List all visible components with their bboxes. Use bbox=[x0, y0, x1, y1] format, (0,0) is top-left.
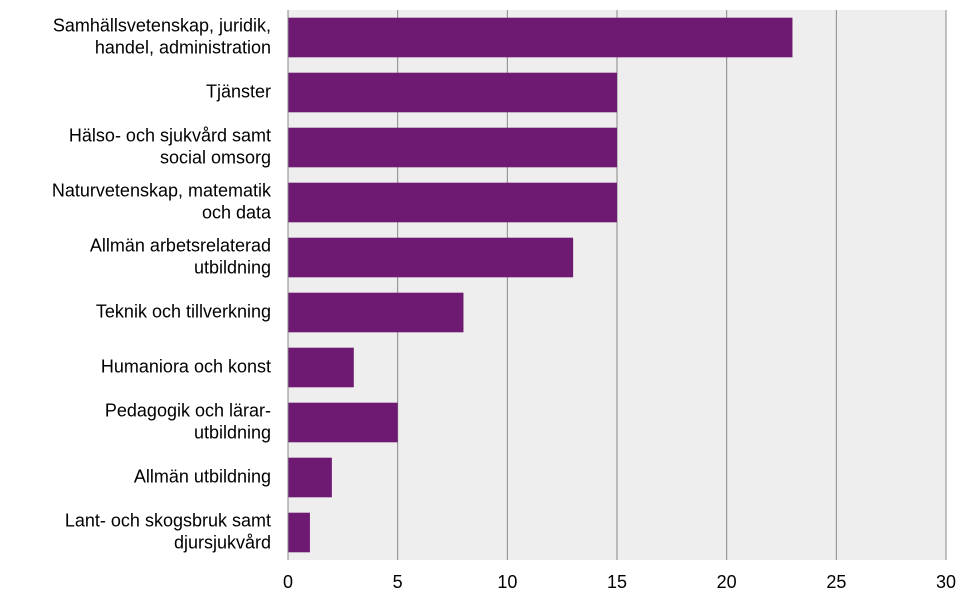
category-label-line: Lant- och skogsbruk samt bbox=[65, 510, 271, 530]
bar bbox=[288, 17, 793, 58]
category-label-line: Teknik och tillverkning bbox=[96, 301, 271, 321]
bar bbox=[288, 292, 464, 333]
x-tick-label: 30 bbox=[936, 572, 956, 592]
category-label: Teknik och tillverkning bbox=[96, 301, 271, 321]
category-label: Allmän arbetsrelaterad utbildning bbox=[90, 235, 271, 277]
category-label-line: Allmän arbetsrelaterad bbox=[90, 235, 271, 255]
category-label-line: Humaniora och konst bbox=[101, 356, 271, 376]
category-label: Naturvetenskap, matematik och data bbox=[52, 180, 272, 222]
bar bbox=[288, 457, 332, 498]
category-label-line: Naturvetenskap, matematik bbox=[52, 180, 272, 200]
bar bbox=[288, 127, 617, 168]
bars bbox=[288, 17, 793, 553]
category-label-line: utbildning bbox=[194, 422, 271, 442]
category-label: Hälso- och sjukvård samt social omsorg bbox=[69, 125, 271, 167]
x-tick-label: 20 bbox=[717, 572, 737, 592]
category-label: Allmän utbildning bbox=[134, 466, 271, 486]
bar bbox=[288, 72, 617, 113]
category-label: Humaniora och konst bbox=[101, 356, 271, 376]
category-label: Samhällsvetenskap, juridik, handel, admin… bbox=[53, 15, 271, 57]
category-label-line: Hälso- och sjukvård samt bbox=[69, 125, 271, 145]
x-tick-label: 10 bbox=[497, 572, 517, 592]
category-label-line: Allmän utbildning bbox=[134, 466, 271, 486]
x-tick-label: 15 bbox=[607, 572, 627, 592]
category-label: Lant- och skogsbruk samt djursjukvård bbox=[65, 510, 271, 552]
category-label: Tjänster bbox=[206, 81, 271, 101]
category-label-line: Samhällsvetenskap, juridik, bbox=[53, 15, 271, 35]
category-label-line: social omsorg bbox=[160, 147, 271, 167]
bar bbox=[288, 347, 354, 388]
x-axis-tick-labels: 0 5 10 15 20 25 30 bbox=[283, 572, 956, 592]
category-labels: Samhällsvetenskap, juridik, handel, admin… bbox=[52, 15, 272, 552]
category-label-line: djursjukvård bbox=[174, 532, 271, 552]
category-label-line: och data bbox=[202, 202, 272, 222]
category-label-line: Tjänster bbox=[206, 81, 271, 101]
bar bbox=[288, 512, 310, 553]
category-label-line: Pedagogik och lärar- bbox=[105, 400, 271, 420]
x-tick-label: 25 bbox=[826, 572, 846, 592]
category-label: Pedagogik och lärar-utbildning bbox=[105, 400, 271, 442]
category-label-line: utbildning bbox=[194, 257, 271, 277]
bar bbox=[288, 237, 574, 278]
category-label-line: handel, administration bbox=[95, 37, 271, 57]
x-tick-label: 0 bbox=[283, 572, 293, 592]
x-tick-label: 5 bbox=[393, 572, 403, 592]
bar bbox=[288, 402, 398, 443]
bar bbox=[288, 182, 617, 223]
